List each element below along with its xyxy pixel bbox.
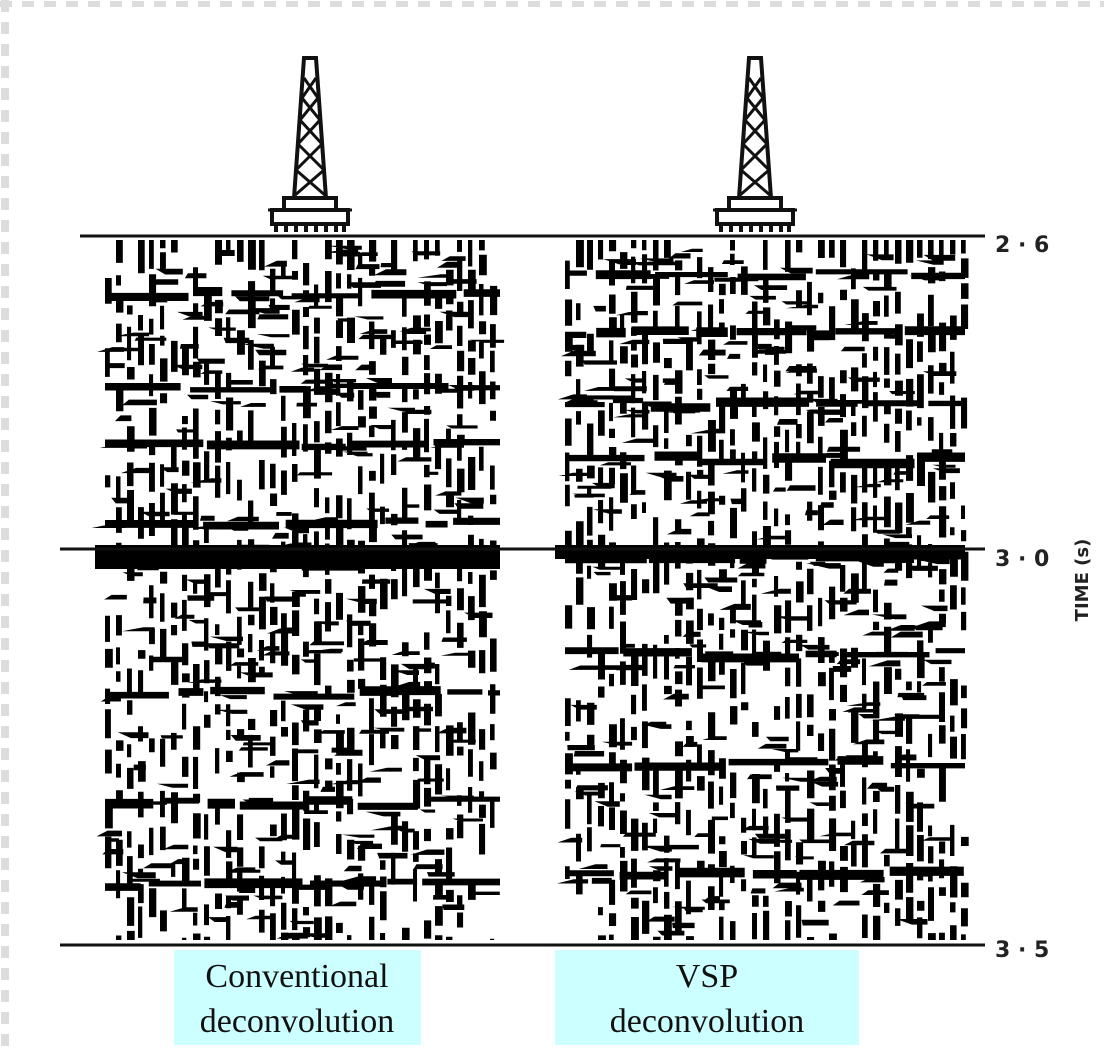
figure: 2 · 6 3 · 0 3 · 5 TIME (s) Conventional … xyxy=(0,0,1104,1051)
page: 2 · 6 3 · 0 3 · 5 TIME (s) Conventional … xyxy=(0,0,1104,1051)
caption: VSP xyxy=(676,958,738,995)
caption: deconvolution xyxy=(610,1003,805,1040)
caption: deconvolution xyxy=(200,1003,395,1040)
caption: Conventional xyxy=(205,958,388,995)
time-tick-label: 3 · 5 xyxy=(995,938,1049,963)
axis-label: TIME (s) xyxy=(1072,539,1093,622)
time-tick-label: 2 · 6 xyxy=(995,233,1049,258)
time-tick-label: 3 · 0 xyxy=(995,547,1049,572)
